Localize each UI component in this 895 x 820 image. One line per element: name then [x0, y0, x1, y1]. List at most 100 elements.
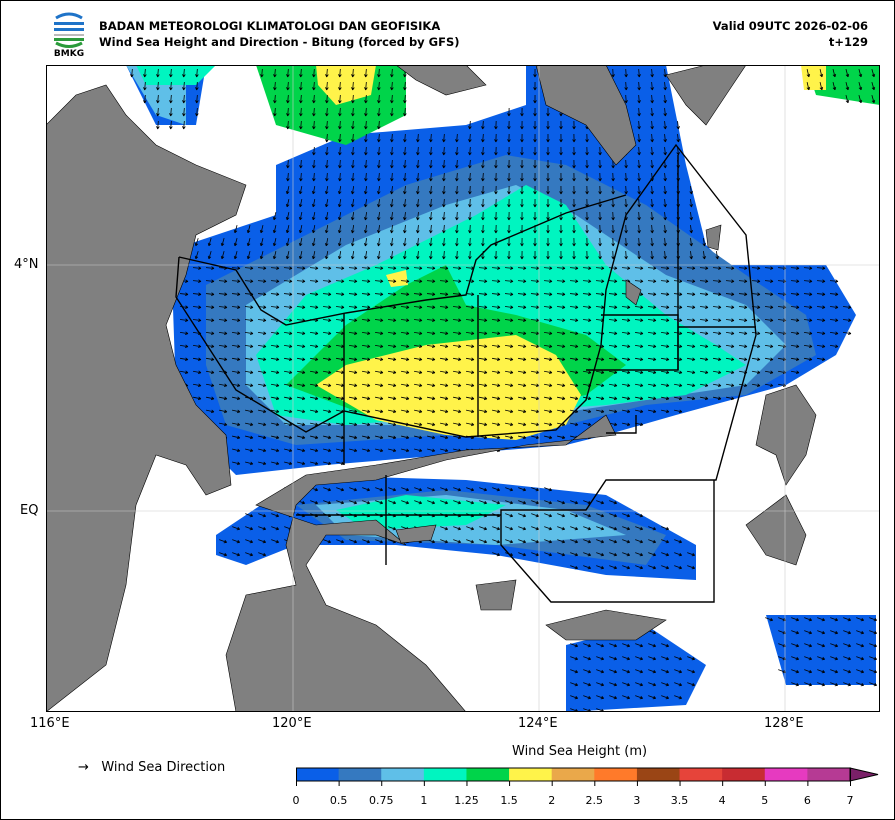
direction-arrow: [570, 669, 579, 674]
direction-arrow: [830, 656, 839, 661]
direction-arrow: [413, 344, 423, 349]
direction-arrow: [205, 292, 215, 296]
direction-arrow: [207, 251, 212, 260]
direction-arrow: [582, 370, 592, 375]
marine-zone-boundaries: [175, 143, 757, 603]
direction-arrow: [517, 318, 527, 322]
direction-arrow: [712, 383, 722, 388]
direction-arrow: [869, 643, 878, 648]
direction-arrow: [324, 185, 329, 195]
direction-arrow: [686, 370, 696, 375]
direction-arrow: [648, 526, 657, 531]
direction-arrow: [375, 435, 384, 440]
direction-arrow: [674, 565, 683, 570]
direction-arrow: [468, 198, 472, 208]
direction-arrow: [609, 656, 618, 661]
direction-arrow: [572, 237, 576, 247]
direction-arrow: [569, 266, 579, 270]
direction-arrow: [647, 292, 657, 296]
direction-arrow: [338, 159, 342, 169]
direction-arrow: [637, 198, 641, 208]
direction-arrow: [348, 266, 358, 270]
direction-arrow: [231, 383, 241, 388]
direction-arrow: [466, 539, 475, 544]
direction-arrow: [272, 251, 277, 260]
direction-arrow: [479, 500, 488, 505]
direction-arrow: [660, 331, 670, 335]
direction-arrow: [297, 448, 306, 453]
direction-arrow: [556, 383, 566, 388]
direction-arrow: [712, 331, 722, 335]
direction-arrow: [663, 198, 667, 208]
direction-arrow: [362, 448, 371, 453]
direction-arrow: [676, 120, 680, 130]
direction-arrow: [466, 500, 475, 505]
direction-arrow: [388, 396, 397, 401]
wave-map[interactable]: [46, 65, 880, 712]
direction-arrow: [790, 357, 800, 362]
direction-arrow: [533, 159, 537, 169]
direction-arrow: [231, 331, 241, 335]
direction-arrow: [764, 331, 774, 335]
direction-arrow: [674, 396, 683, 401]
direction-arrow: [143, 68, 147, 78]
land-islands-ne: [665, 65, 747, 126]
direction-arrow: [647, 266, 657, 270]
direction-arrow: [661, 643, 670, 648]
direction-arrow: [572, 120, 576, 130]
direction-arrow: [466, 422, 475, 427]
direction-arrow: [830, 617, 839, 622]
direction-arrow: [414, 487, 423, 492]
direction-arrow: [439, 383, 449, 388]
direction-arrow: [842, 318, 852, 322]
direction-arrow: [325, 120, 329, 130]
colorbar-segment: [338, 768, 382, 781]
direction-arrow: [388, 422, 397, 427]
direction-arrow: [585, 185, 589, 195]
direction-arrow: [569, 279, 579, 283]
direction-arrow: [182, 107, 186, 117]
direction-arrow: [179, 357, 189, 362]
direction-arrow: [272, 238, 277, 247]
direction-arrow: [689, 211, 693, 221]
land-togian: [395, 524, 437, 544]
direction-arrow: [387, 383, 397, 388]
land-banggai: [475, 579, 517, 611]
direction-arrow: [309, 357, 319, 362]
direction-arrow: [530, 331, 540, 335]
colorbar-tick: 0.75: [368, 794, 394, 807]
direction-arrow: [611, 172, 615, 182]
direction-arrow: [246, 225, 251, 234]
direction-arrow: [570, 396, 579, 401]
direction-arrow: [323, 461, 332, 466]
direction-arrow: [440, 539, 449, 544]
direction-arrow: [816, 318, 826, 322]
direction-arrow: [481, 237, 485, 247]
direction-arrow: [689, 198, 693, 208]
direction-arrow: [387, 305, 397, 309]
direction-arrow: [686, 318, 696, 322]
direction-arrow: [442, 250, 446, 260]
direction-arrow: [323, 448, 332, 453]
direction-arrow: [595, 292, 605, 296]
direction-arrow: [663, 237, 667, 247]
direction-arrow: [312, 107, 316, 117]
direction-arrow: [426, 370, 436, 375]
direction-arrow: [725, 331, 735, 335]
colorbar-tick: 7: [846, 794, 854, 807]
direction-arrow: [648, 396, 657, 401]
direction-arrow: [478, 318, 488, 322]
direction-arrow: [676, 146, 680, 156]
direction-arrow: [429, 250, 433, 260]
direction-arrow: [699, 292, 709, 296]
direction-arrow: [442, 146, 446, 156]
direction-arrow: [569, 305, 579, 309]
direction-arrow: [296, 279, 306, 283]
land-halmahera-s: [745, 494, 807, 566]
direction-arrow: [505, 422, 514, 427]
colorbar-tick: 6: [803, 794, 811, 807]
direction-arrow: [791, 643, 800, 648]
direction-arrow: [520, 133, 524, 143]
direction-arrow: [465, 292, 475, 296]
direction-arrow: [791, 669, 800, 674]
